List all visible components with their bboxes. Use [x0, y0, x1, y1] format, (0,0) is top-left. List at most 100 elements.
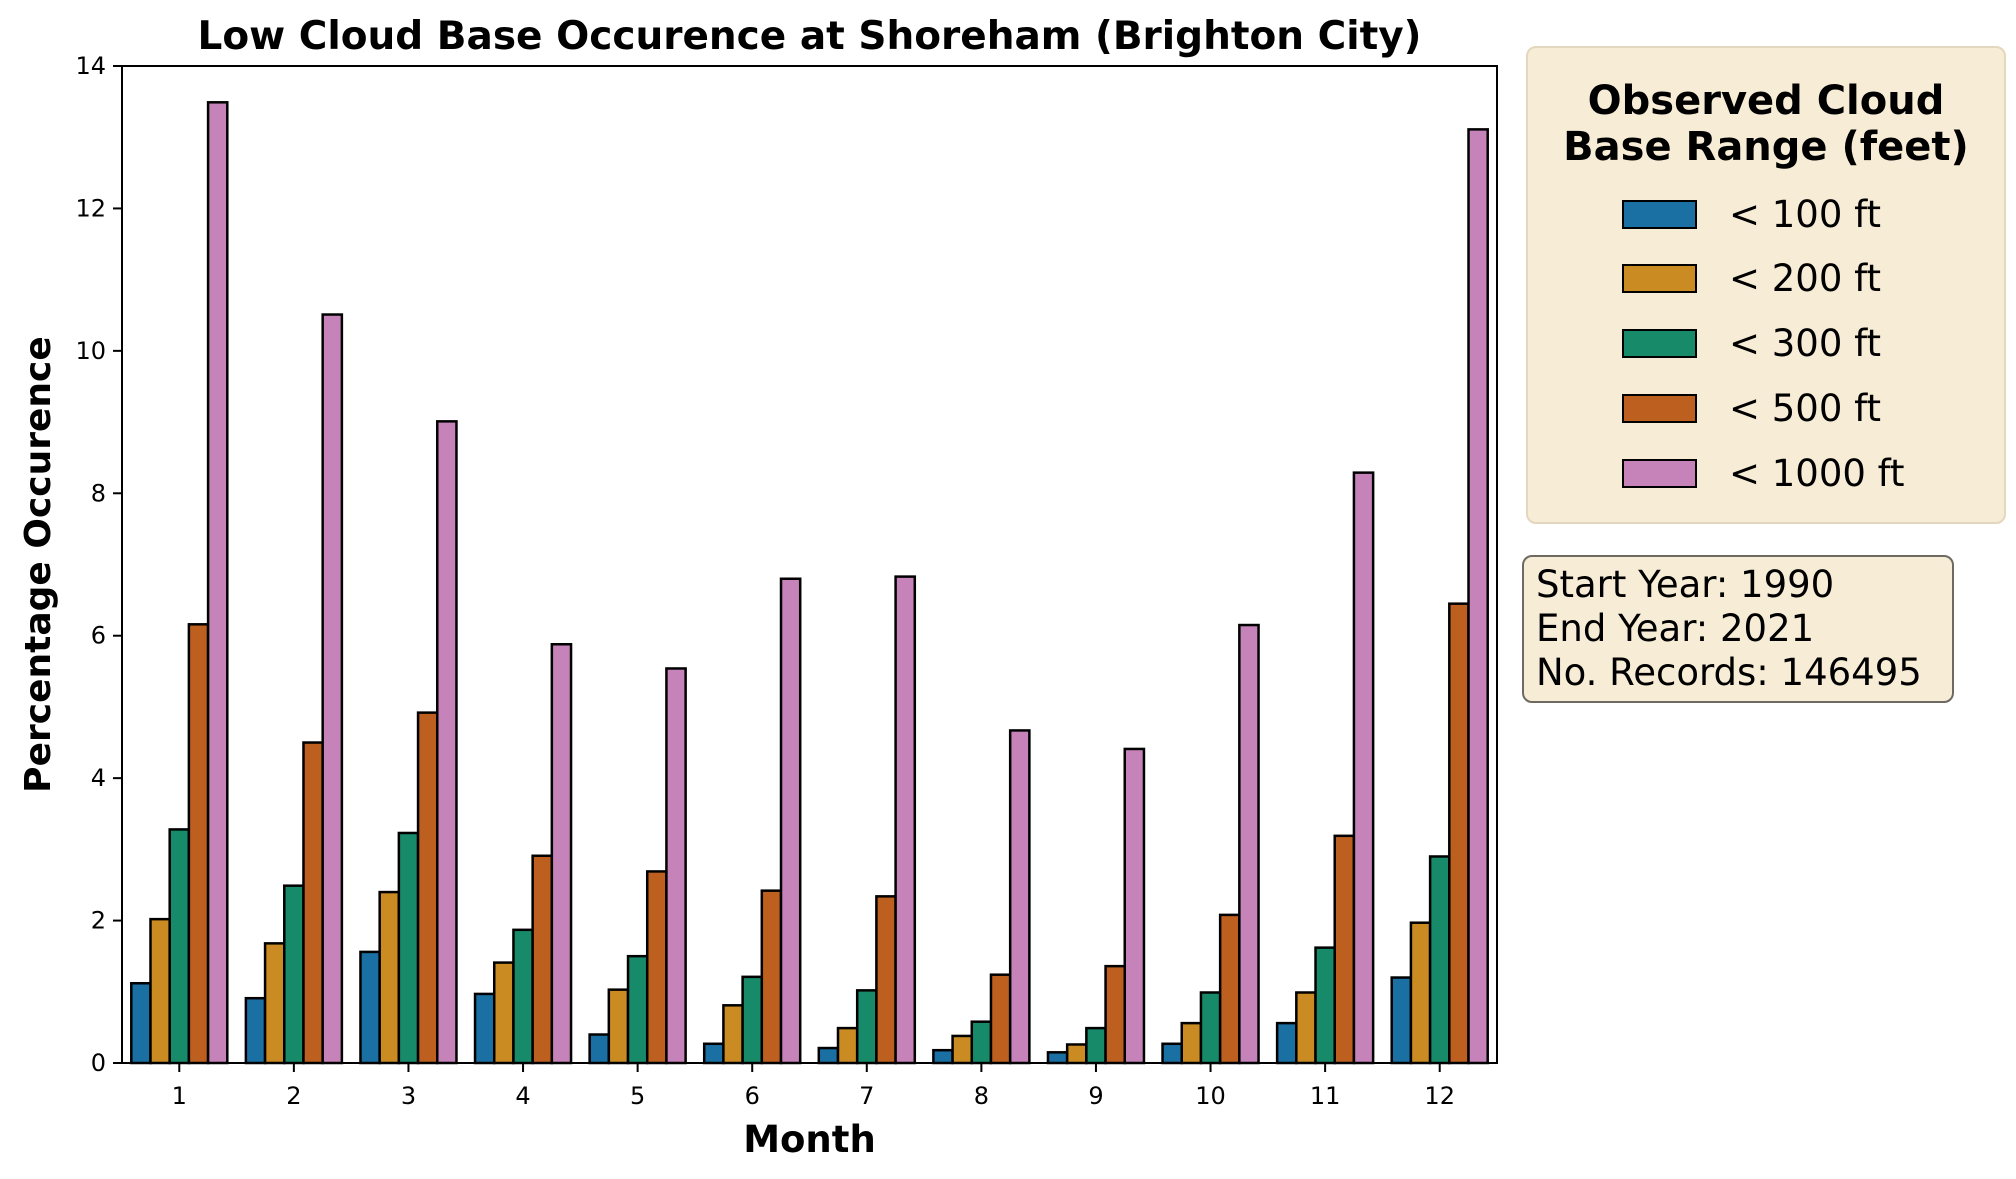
bar	[760, 889, 783, 1065]
bar	[1046, 1051, 1069, 1065]
bar	[741, 975, 764, 1065]
bar	[1238, 623, 1260, 1065]
bar	[855, 989, 878, 1065]
x-tick-label: 11	[1310, 1082, 1341, 1110]
x-tick-label: 2	[286, 1082, 301, 1110]
legend-swatch	[1622, 328, 1697, 358]
legend-label: < 1000 ft	[1729, 451, 1905, 495]
legend-title-line: Observed Cloud	[1587, 78, 1945, 124]
bar	[283, 884, 305, 1065]
legend-entry: < 500 ft	[1622, 386, 1882, 430]
legend-label: < 200 ft	[1729, 256, 1882, 300]
bar	[1275, 1021, 1298, 1065]
info-record-count: No. Records: 146495	[1536, 651, 1922, 694]
y-tick-label: 4	[91, 764, 106, 792]
y-tick-label: 8	[91, 479, 106, 507]
bar	[817, 1046, 840, 1065]
bar	[416, 711, 439, 1065]
bar	[989, 973, 1012, 1065]
y-tick-label: 6	[91, 622, 106, 650]
bar	[321, 313, 344, 1065]
x-tick-label: 6	[745, 1082, 760, 1110]
legend-swatch	[1622, 199, 1697, 229]
bar	[836, 1026, 859, 1065]
bar	[875, 895, 897, 1065]
bar	[1314, 946, 1336, 1065]
x-tick-label: 4	[515, 1082, 530, 1110]
legend-entry: < 200 ft	[1622, 256, 1882, 300]
chart-legend: Observed Cloud Base Range (feet) < 100 f…	[1526, 46, 2006, 524]
x-axis-label: Month	[743, 1118, 876, 1161]
legend-title: Observed Cloud Base Range (feet)	[1528, 78, 2004, 170]
bar	[1467, 128, 1489, 1065]
chart-title: Low Cloud Base Occurence at Shoreham (Br…	[198, 14, 1422, 59]
y-tick-label: 10	[75, 337, 106, 365]
bar	[1161, 1042, 1183, 1065]
y-tick-label: 0	[91, 1049, 106, 1077]
bar	[779, 577, 802, 1065]
bar	[1104, 964, 1127, 1065]
x-tick-label: 12	[1424, 1082, 1455, 1110]
bar	[378, 890, 401, 1065]
legend-label: < 500 ft	[1729, 386, 1882, 430]
bar	[168, 828, 191, 1065]
bar	[932, 1048, 954, 1065]
x-tick-label: 9	[1088, 1082, 1103, 1110]
bar	[473, 992, 496, 1065]
bar	[665, 667, 687, 1065]
bar	[206, 101, 229, 1065]
y-tick-label: 14	[75, 52, 106, 80]
bar	[1180, 1021, 1203, 1065]
bar	[1008, 729, 1031, 1065]
y-tick-label: 12	[75, 194, 106, 222]
bar	[397, 831, 420, 1065]
info-start-year: Start Year: 1990	[1536, 563, 1835, 606]
x-tick-label: 8	[974, 1082, 989, 1110]
bar	[645, 870, 668, 1065]
bar	[492, 961, 515, 1065]
bar	[607, 988, 630, 1065]
bar	[1428, 855, 1451, 1065]
bar	[531, 854, 554, 1065]
legend-swatch	[1622, 393, 1697, 423]
x-tick-label: 10	[1195, 1082, 1226, 1110]
bar	[722, 1004, 744, 1065]
legend-label: < 300 ft	[1729, 321, 1882, 365]
info-end-year: End Year: 2021	[1536, 607, 1815, 650]
bar	[970, 1020, 993, 1065]
legend-entry: < 100 ft	[1622, 193, 1881, 236]
bar	[263, 942, 286, 1065]
plot-frame	[121, 65, 1498, 1064]
bar	[1333, 834, 1356, 1065]
x-tick-label: 1	[172, 1082, 187, 1110]
bar	[130, 981, 152, 1065]
y-axis-label: Percentage Occurence	[18, 336, 59, 793]
bar	[1448, 602, 1470, 1065]
bar	[550, 643, 573, 1065]
x-tick-label: 3	[401, 1082, 416, 1110]
bar	[244, 996, 267, 1065]
bar	[1085, 1026, 1107, 1065]
bar	[1409, 921, 1432, 1065]
bar	[149, 917, 171, 1065]
bar	[359, 950, 381, 1065]
legend-title-line: Base Range (feet)	[1563, 124, 1969, 170]
y-tick-label: 2	[91, 907, 106, 935]
bar	[1218, 913, 1241, 1065]
legend-swatch	[1622, 458, 1697, 488]
x-tick-label: 5	[630, 1082, 645, 1110]
legend-swatch	[1622, 263, 1697, 293]
bar	[1352, 471, 1375, 1065]
bar	[436, 420, 458, 1065]
bar	[894, 575, 917, 1065]
bar	[702, 1042, 725, 1065]
bar	[1123, 747, 1146, 1065]
legend-entry: < 300 ft	[1622, 321, 1882, 365]
bar	[512, 928, 534, 1065]
bar	[302, 741, 324, 1065]
legend-entry: < 1000 ft	[1622, 451, 1905, 495]
bar	[626, 954, 649, 1065]
info-box: Start Year: 1990 End Year: 2021 No. Reco…	[1522, 555, 1954, 703]
